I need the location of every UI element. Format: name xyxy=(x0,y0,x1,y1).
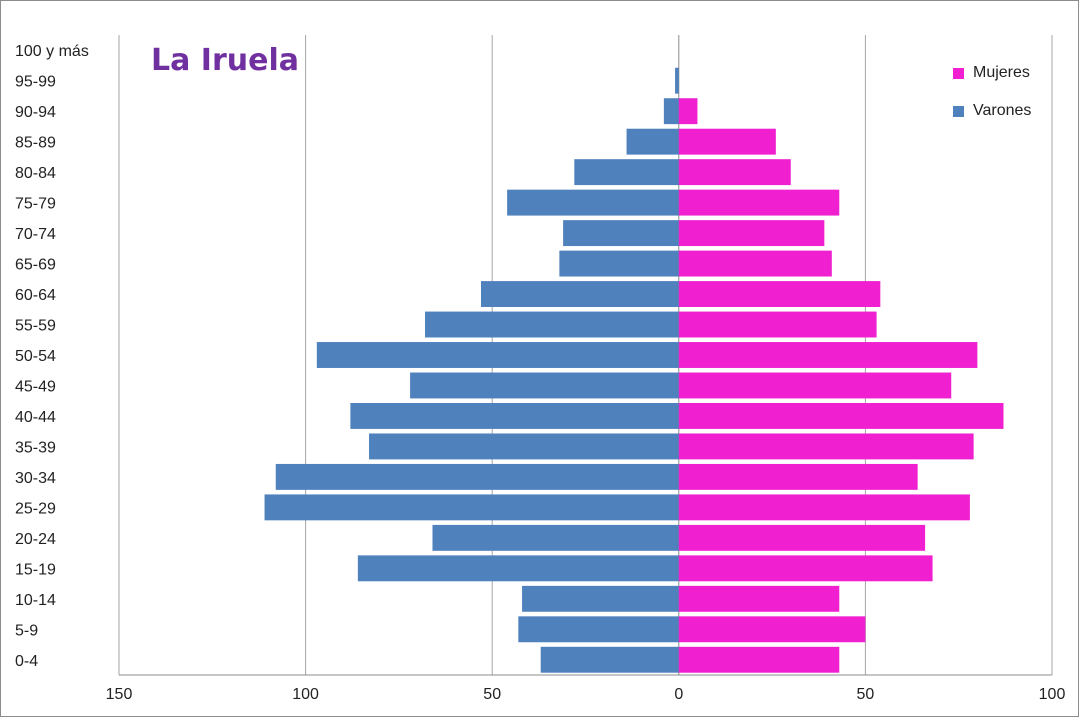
x-tick-label: 50 xyxy=(483,686,501,703)
bar-varones-55-59 xyxy=(425,311,679,338)
bar-mujeres-10-14 xyxy=(678,585,840,612)
bar-varones-10-14 xyxy=(522,585,679,612)
bar-varones-80-84 xyxy=(574,159,679,186)
bar-mujeres-55-59 xyxy=(678,311,877,338)
bar-varones-5-9 xyxy=(518,616,679,643)
chart-title: La Iruela xyxy=(151,43,299,78)
x-tick-label: 50 xyxy=(857,686,875,703)
category-label: 50-54 xyxy=(15,348,56,365)
bar-mujeres-40-44 xyxy=(678,403,1004,429)
bar-varones-0-4 xyxy=(540,646,679,673)
x-tick-label: 0 xyxy=(674,686,683,703)
bar-mujeres-20-24 xyxy=(678,524,926,551)
bar-varones-75-79 xyxy=(507,189,679,216)
category-label: 55-59 xyxy=(15,318,56,335)
bar-mujeres-45-49 xyxy=(678,372,952,399)
bar-varones-70-74 xyxy=(563,220,679,247)
legend-label-varones: Varones xyxy=(973,102,1032,119)
category-label: 25-29 xyxy=(15,500,56,517)
category-label: 90-94 xyxy=(15,104,56,121)
bar-mujeres-0-4 xyxy=(678,646,840,673)
category-label: 45-49 xyxy=(15,378,56,395)
bar-varones-45-49 xyxy=(410,372,679,399)
category-label: 70-74 xyxy=(15,226,56,243)
bar-varones-30-34 xyxy=(275,463,679,490)
x-tick-label: 100 xyxy=(1039,686,1066,703)
bar-mujeres-65-69 xyxy=(678,250,832,277)
bar-mujeres-15-19 xyxy=(678,555,933,582)
legend-swatch-mujeres xyxy=(953,67,964,79)
bar-varones-60-64 xyxy=(481,281,679,307)
category-label: 95-99 xyxy=(15,74,56,91)
category-label: 35-39 xyxy=(15,439,56,456)
legend-item-varones: Varones xyxy=(953,101,1031,121)
category-label: 5-9 xyxy=(15,622,38,639)
bar-mujeres-60-64 xyxy=(678,281,881,307)
category-label: 100 y más xyxy=(15,43,89,60)
category-label: 30-34 xyxy=(15,470,56,487)
bar-mujeres-70-74 xyxy=(678,220,825,247)
category-label: 40-44 xyxy=(15,409,56,426)
bar-mujeres-25-29 xyxy=(678,494,970,521)
bar-mujeres-75-79 xyxy=(678,189,840,216)
bar-varones-25-29 xyxy=(264,494,679,521)
category-label: 65-69 xyxy=(15,257,56,274)
bar-varones-90-94 xyxy=(663,98,679,125)
bar-varones-50-54 xyxy=(316,342,679,368)
bar-mujeres-35-39 xyxy=(678,433,974,460)
bar-mujeres-5-9 xyxy=(678,616,866,643)
bar-varones-35-39 xyxy=(369,433,679,460)
category-label: 10-14 xyxy=(15,592,56,609)
bar-mujeres-90-94 xyxy=(678,98,698,125)
legend: Mujeres Varones xyxy=(953,63,1031,139)
bar-varones-95-99 xyxy=(675,67,679,94)
bar-varones-65-69 xyxy=(559,250,679,277)
legend-item-mujeres: Mujeres xyxy=(953,63,1031,83)
category-label: 75-79 xyxy=(15,196,56,213)
x-tick-label: 100 xyxy=(292,686,319,703)
legend-label-mujeres: Mujeres xyxy=(973,64,1030,81)
category-label: 0-4 xyxy=(15,653,38,670)
bar-mujeres-30-34 xyxy=(678,463,918,490)
x-tick-label: 150 xyxy=(106,686,133,703)
bar-mujeres-50-54 xyxy=(678,342,978,368)
legend-swatch-varones xyxy=(953,105,964,117)
category-label: 85-89 xyxy=(15,135,56,152)
category-label: 60-64 xyxy=(15,287,56,304)
bar-mujeres-85-89 xyxy=(678,128,776,155)
category-label: 20-24 xyxy=(15,531,56,548)
category-label: 80-84 xyxy=(15,165,56,182)
bar-varones-40-44 xyxy=(350,403,679,429)
bar-varones-15-19 xyxy=(357,555,679,582)
bar-varones-20-24 xyxy=(432,524,679,551)
bar-mujeres-80-84 xyxy=(678,159,791,186)
category-label: 15-19 xyxy=(15,561,56,578)
bar-varones-85-89 xyxy=(626,128,679,155)
